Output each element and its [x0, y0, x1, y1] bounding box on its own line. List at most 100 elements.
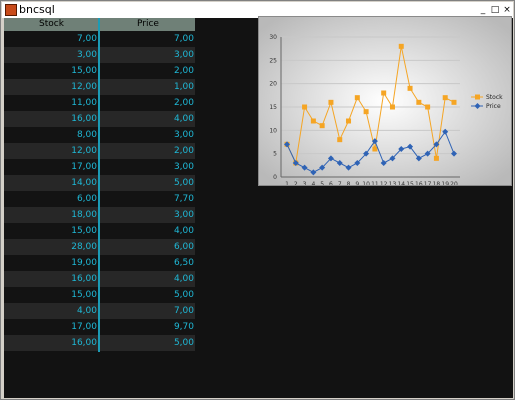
column-header-stock[interactable]: Stock	[39, 19, 64, 29]
price-cell[interactable]: 3,00	[173, 50, 194, 60]
stock-cell[interactable]: 16,00	[71, 274, 97, 284]
stock-cell[interactable]: 16,00	[71, 338, 97, 348]
stock-cell[interactable]: 15,00	[71, 290, 97, 300]
price-cell[interactable]: 6,00	[173, 242, 194, 252]
stock-cell[interactable]: 28,00	[71, 242, 97, 252]
data-point-stock	[389, 104, 395, 110]
legend-marker-stock	[475, 94, 480, 100]
price-cell[interactable]: 3,00	[173, 130, 194, 140]
y-tick-label: 5	[273, 151, 277, 158]
stock-cell[interactable]: 19,00	[71, 258, 97, 268]
data-point-stock	[398, 43, 404, 49]
price-cell[interactable]: 2,00	[173, 98, 194, 108]
x-tick-label: 4	[311, 181, 315, 185]
stock-cell[interactable]: 4,00	[76, 306, 97, 316]
y-tick-label: 25	[269, 57, 277, 64]
stock-cell[interactable]: 6,00	[76, 194, 97, 204]
y-tick-label: 0	[273, 174, 277, 181]
data-point-price	[442, 128, 449, 135]
data-point-stock	[328, 99, 334, 105]
data-point-stock	[416, 99, 422, 105]
stock-cell[interactable]: 17,00	[71, 162, 97, 172]
legend-label-stock: Stock	[486, 94, 503, 101]
price-cell[interactable]: 2,00	[173, 66, 194, 76]
x-tick-label: 6	[329, 181, 333, 185]
stock-cell[interactable]: 12,00	[71, 146, 97, 156]
column-header-price[interactable]: Price	[137, 19, 159, 29]
chart-panel: 0 5 10 15 20 25 30 1 2 3 4 5 6 7 8 9 10 11 12 13 14 15 16 17 18 1…	[258, 16, 512, 186]
price-cell[interactable]: 3,00	[173, 162, 194, 172]
stock-cell[interactable]: 18,00	[71, 210, 97, 220]
x-tick-label: 7	[338, 181, 342, 185]
data-point-price	[415, 155, 422, 162]
price-cell[interactable]: 7,70	[173, 194, 194, 204]
stock-cell[interactable]: 15,00	[71, 66, 97, 76]
price-cell[interactable]: 7,00	[173, 34, 194, 44]
maximize-button[interactable]: □	[490, 5, 500, 15]
y-tick-label: 15	[269, 104, 277, 111]
stock-cell[interactable]: 3,00	[76, 50, 97, 60]
data-point-price	[327, 155, 334, 162]
x-tick-label: 20	[450, 181, 458, 185]
data-point-price	[336, 160, 343, 166]
data-point-stock	[319, 123, 325, 129]
data-point-stock	[310, 118, 316, 124]
stock-cell[interactable]: 16,00	[71, 114, 97, 124]
x-tick-label: 10	[362, 181, 370, 185]
stock-cell[interactable]: 8,00	[76, 130, 97, 140]
x-tick-label: 3	[303, 181, 307, 185]
minimize-button[interactable]: _	[480, 5, 486, 15]
price-cell[interactable]: 2,00	[173, 146, 194, 156]
client-area: Stock Price 7,00 7,00 3,00 3,00 15,00 2,00 12,…	[4, 16, 513, 398]
data-point-stock	[407, 85, 413, 91]
y-tick-label: 30	[269, 34, 277, 41]
stock-cell[interactable]: 15,00	[71, 226, 97, 236]
x-tick-label: 14	[397, 181, 405, 185]
data-point-price	[345, 164, 352, 171]
close-button[interactable]: ×	[503, 5, 511, 15]
price-cell[interactable]: 1,00	[173, 82, 194, 92]
price-cell[interactable]: 9,70	[173, 322, 194, 332]
stock-cell[interactable]: 17,00	[71, 322, 97, 332]
data-point-price	[407, 143, 414, 150]
y-tick-label: 10	[269, 127, 277, 134]
data-point-stock	[442, 95, 448, 101]
y-tick-label: 20	[269, 81, 277, 88]
price-cell[interactable]: 3,00	[173, 210, 194, 220]
data-point-price	[292, 160, 299, 166]
data-point-stock	[451, 99, 457, 105]
data-point-price	[433, 141, 440, 148]
stock-cell[interactable]: 14,00	[71, 178, 97, 188]
data-point-price	[284, 141, 290, 148]
title-bar[interactable]: bncsql _ □ ×	[2, 2, 513, 18]
stock-cell[interactable]: 7,00	[76, 34, 97, 44]
price-cell[interactable]: 5,00	[173, 290, 194, 300]
price-cell[interactable]: 4,00	[173, 114, 194, 124]
stock-cell[interactable]: 12,00	[71, 82, 97, 92]
x-tick-label: 19	[441, 181, 449, 185]
data-point-stock	[346, 118, 352, 124]
data-point-price	[398, 146, 405, 152]
x-tick-label: 8	[347, 181, 351, 185]
x-tick-label: 12	[380, 181, 388, 185]
price-cell[interactable]: 6,50	[173, 258, 194, 268]
price-cell[interactable]: 7,00	[173, 306, 194, 316]
x-tick-label: 15	[406, 181, 414, 185]
legend-marker-price	[474, 103, 481, 109]
price-cell[interactable]: 4,00	[173, 226, 194, 236]
x-tick-label: 1	[285, 181, 289, 185]
data-grid[interactable]: Stock Price 7,00 7,00 3,00 3,00 15,00 2,00 12,…	[4, 18, 195, 352]
data-point-price	[371, 138, 378, 145]
stock-cell[interactable]: 11,00	[71, 98, 97, 108]
data-point-stock	[354, 95, 360, 101]
x-tick-label: 11	[371, 181, 379, 185]
data-point-price	[380, 160, 387, 166]
price-cell[interactable]: 4,00	[173, 274, 194, 284]
data-point-stock	[363, 109, 369, 115]
data-point-price	[363, 150, 370, 157]
price-cell[interactable]: 5,00	[173, 338, 194, 348]
data-point-price	[354, 160, 361, 166]
price-cell[interactable]: 5,00	[173, 178, 194, 188]
